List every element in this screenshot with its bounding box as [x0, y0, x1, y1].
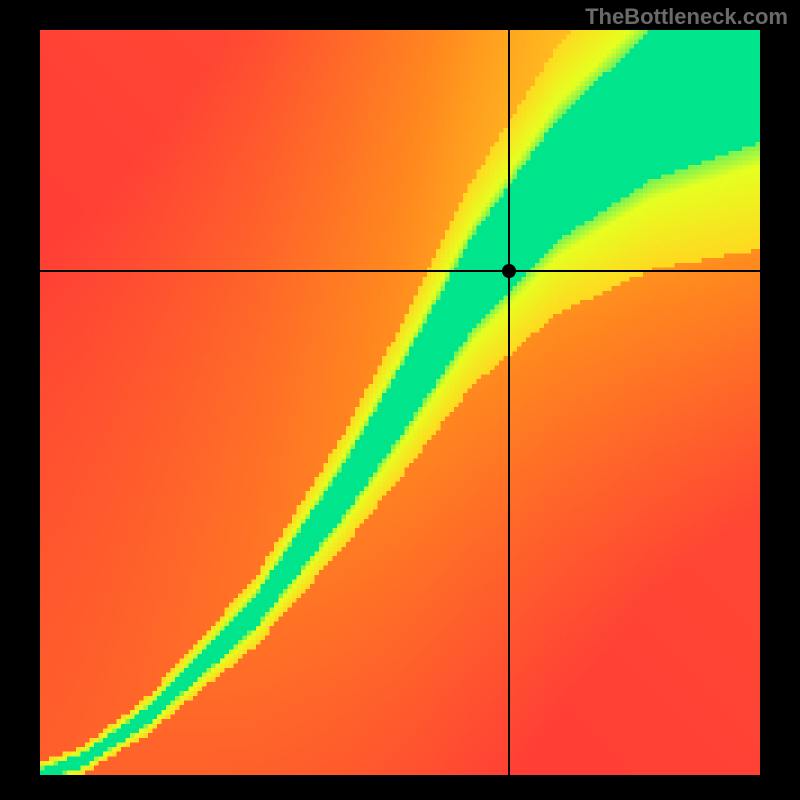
heatmap-canvas	[40, 30, 760, 775]
heatmap-plot	[40, 30, 760, 775]
crosshair-horizontal	[40, 270, 760, 272]
crosshair-vertical	[508, 30, 510, 775]
watermark-text: TheBottleneck.com	[585, 4, 788, 30]
crosshair-marker	[502, 264, 516, 278]
